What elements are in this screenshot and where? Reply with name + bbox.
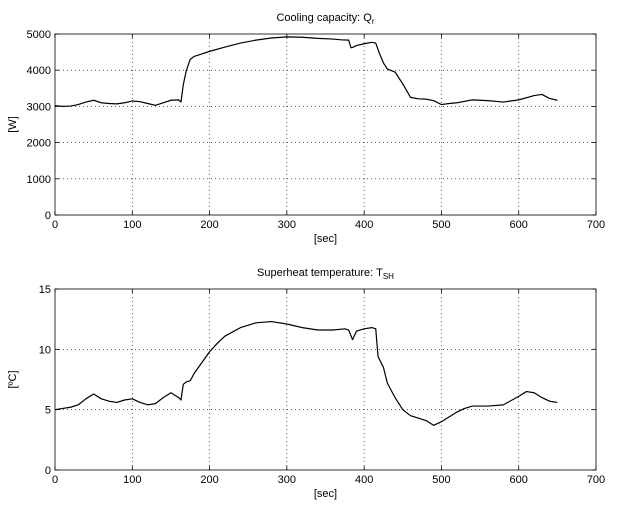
cooling-y-tick-label: 0: [45, 210, 51, 222]
superheat-chart-title: Superheat temperature: TSH: [257, 267, 394, 281]
cooling-axes-frame: [54, 33, 597, 216]
cooling-x-tick-label: 100: [123, 219, 141, 231]
cooling-chart-title: Cooling capacity: Qr: [276, 12, 374, 26]
cooling-series-line: [54, 36, 558, 107]
cooling-y-tick-label: 4000: [27, 65, 51, 77]
superheat-y-tick-label: 0: [45, 465, 51, 477]
cooling-x-tick-label: 300: [278, 219, 296, 231]
superheat-x-tick-label: 100: [123, 474, 141, 486]
cooling-x-tick-label: 500: [432, 219, 450, 231]
superheat-y-axis-label: [ºC]: [7, 370, 19, 388]
superheat-x-tick-label: 200: [200, 474, 218, 486]
cooling-x-tick-label: 600: [510, 219, 528, 231]
cooling-capacity-chart: 0 100 200 300 400 500 600 700 0 1000 2000 3000 4000 5…: [7, 12, 605, 245]
superheat-x-tick-label: 600: [510, 474, 528, 486]
superheat-series-line: [54, 320, 558, 426]
superheat-x-tick-label: 400: [355, 474, 373, 486]
superheat-x-axis-label: [sec]: [314, 488, 337, 500]
cooling-plot-area: [55, 34, 596, 215]
superheat-x-tick-label: 300: [278, 474, 296, 486]
superheat-x-tick-label: 700: [587, 474, 605, 486]
cooling-y-tick-label: 2000: [27, 138, 51, 150]
superheat-y-tick-label: 15: [39, 284, 51, 296]
superheat-x-tick-label: 500: [432, 474, 450, 486]
superheat-y-tick-label: 5: [45, 405, 51, 417]
cooling-x-tick-label: 400: [355, 219, 373, 231]
superheat-plot-area: [55, 289, 596, 470]
superheat-x-tick-label: 0: [52, 474, 58, 486]
superheat-temperature-chart: 0 100 200 300 400 500 600 700 0 5 10 15 [sec] [ºC] Sup…: [7, 267, 605, 500]
cooling-y-tick-label: 5000: [27, 29, 51, 41]
superheat-y-tick-label: 10: [39, 344, 51, 356]
cooling-y-tick-label: 1000: [27, 174, 51, 186]
cooling-x-tick-label: 200: [200, 219, 218, 231]
cooling-y-axis-label: [W]: [7, 116, 19, 133]
cooling-y-tick-label: 3000: [27, 101, 51, 113]
cooling-x-tick-label: 0: [52, 219, 58, 231]
cooling-x-tick-label: 700: [587, 219, 605, 231]
superheat-axes-frame: [54, 288, 597, 471]
cooling-x-axis-label: [sec]: [314, 233, 337, 245]
